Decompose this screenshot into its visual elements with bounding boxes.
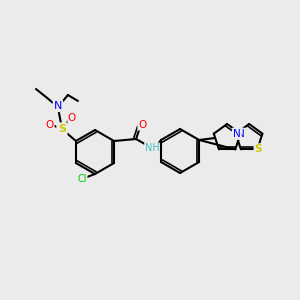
Text: O: O <box>68 113 76 123</box>
Text: N: N <box>236 129 244 139</box>
Text: O: O <box>46 120 54 130</box>
Text: S: S <box>255 144 262 154</box>
Text: NH: NH <box>145 143 159 153</box>
Text: Cl: Cl <box>77 174 87 184</box>
Text: S: S <box>58 124 66 134</box>
Text: N: N <box>233 129 241 139</box>
Text: O: O <box>138 120 146 130</box>
Text: N: N <box>54 101 62 111</box>
